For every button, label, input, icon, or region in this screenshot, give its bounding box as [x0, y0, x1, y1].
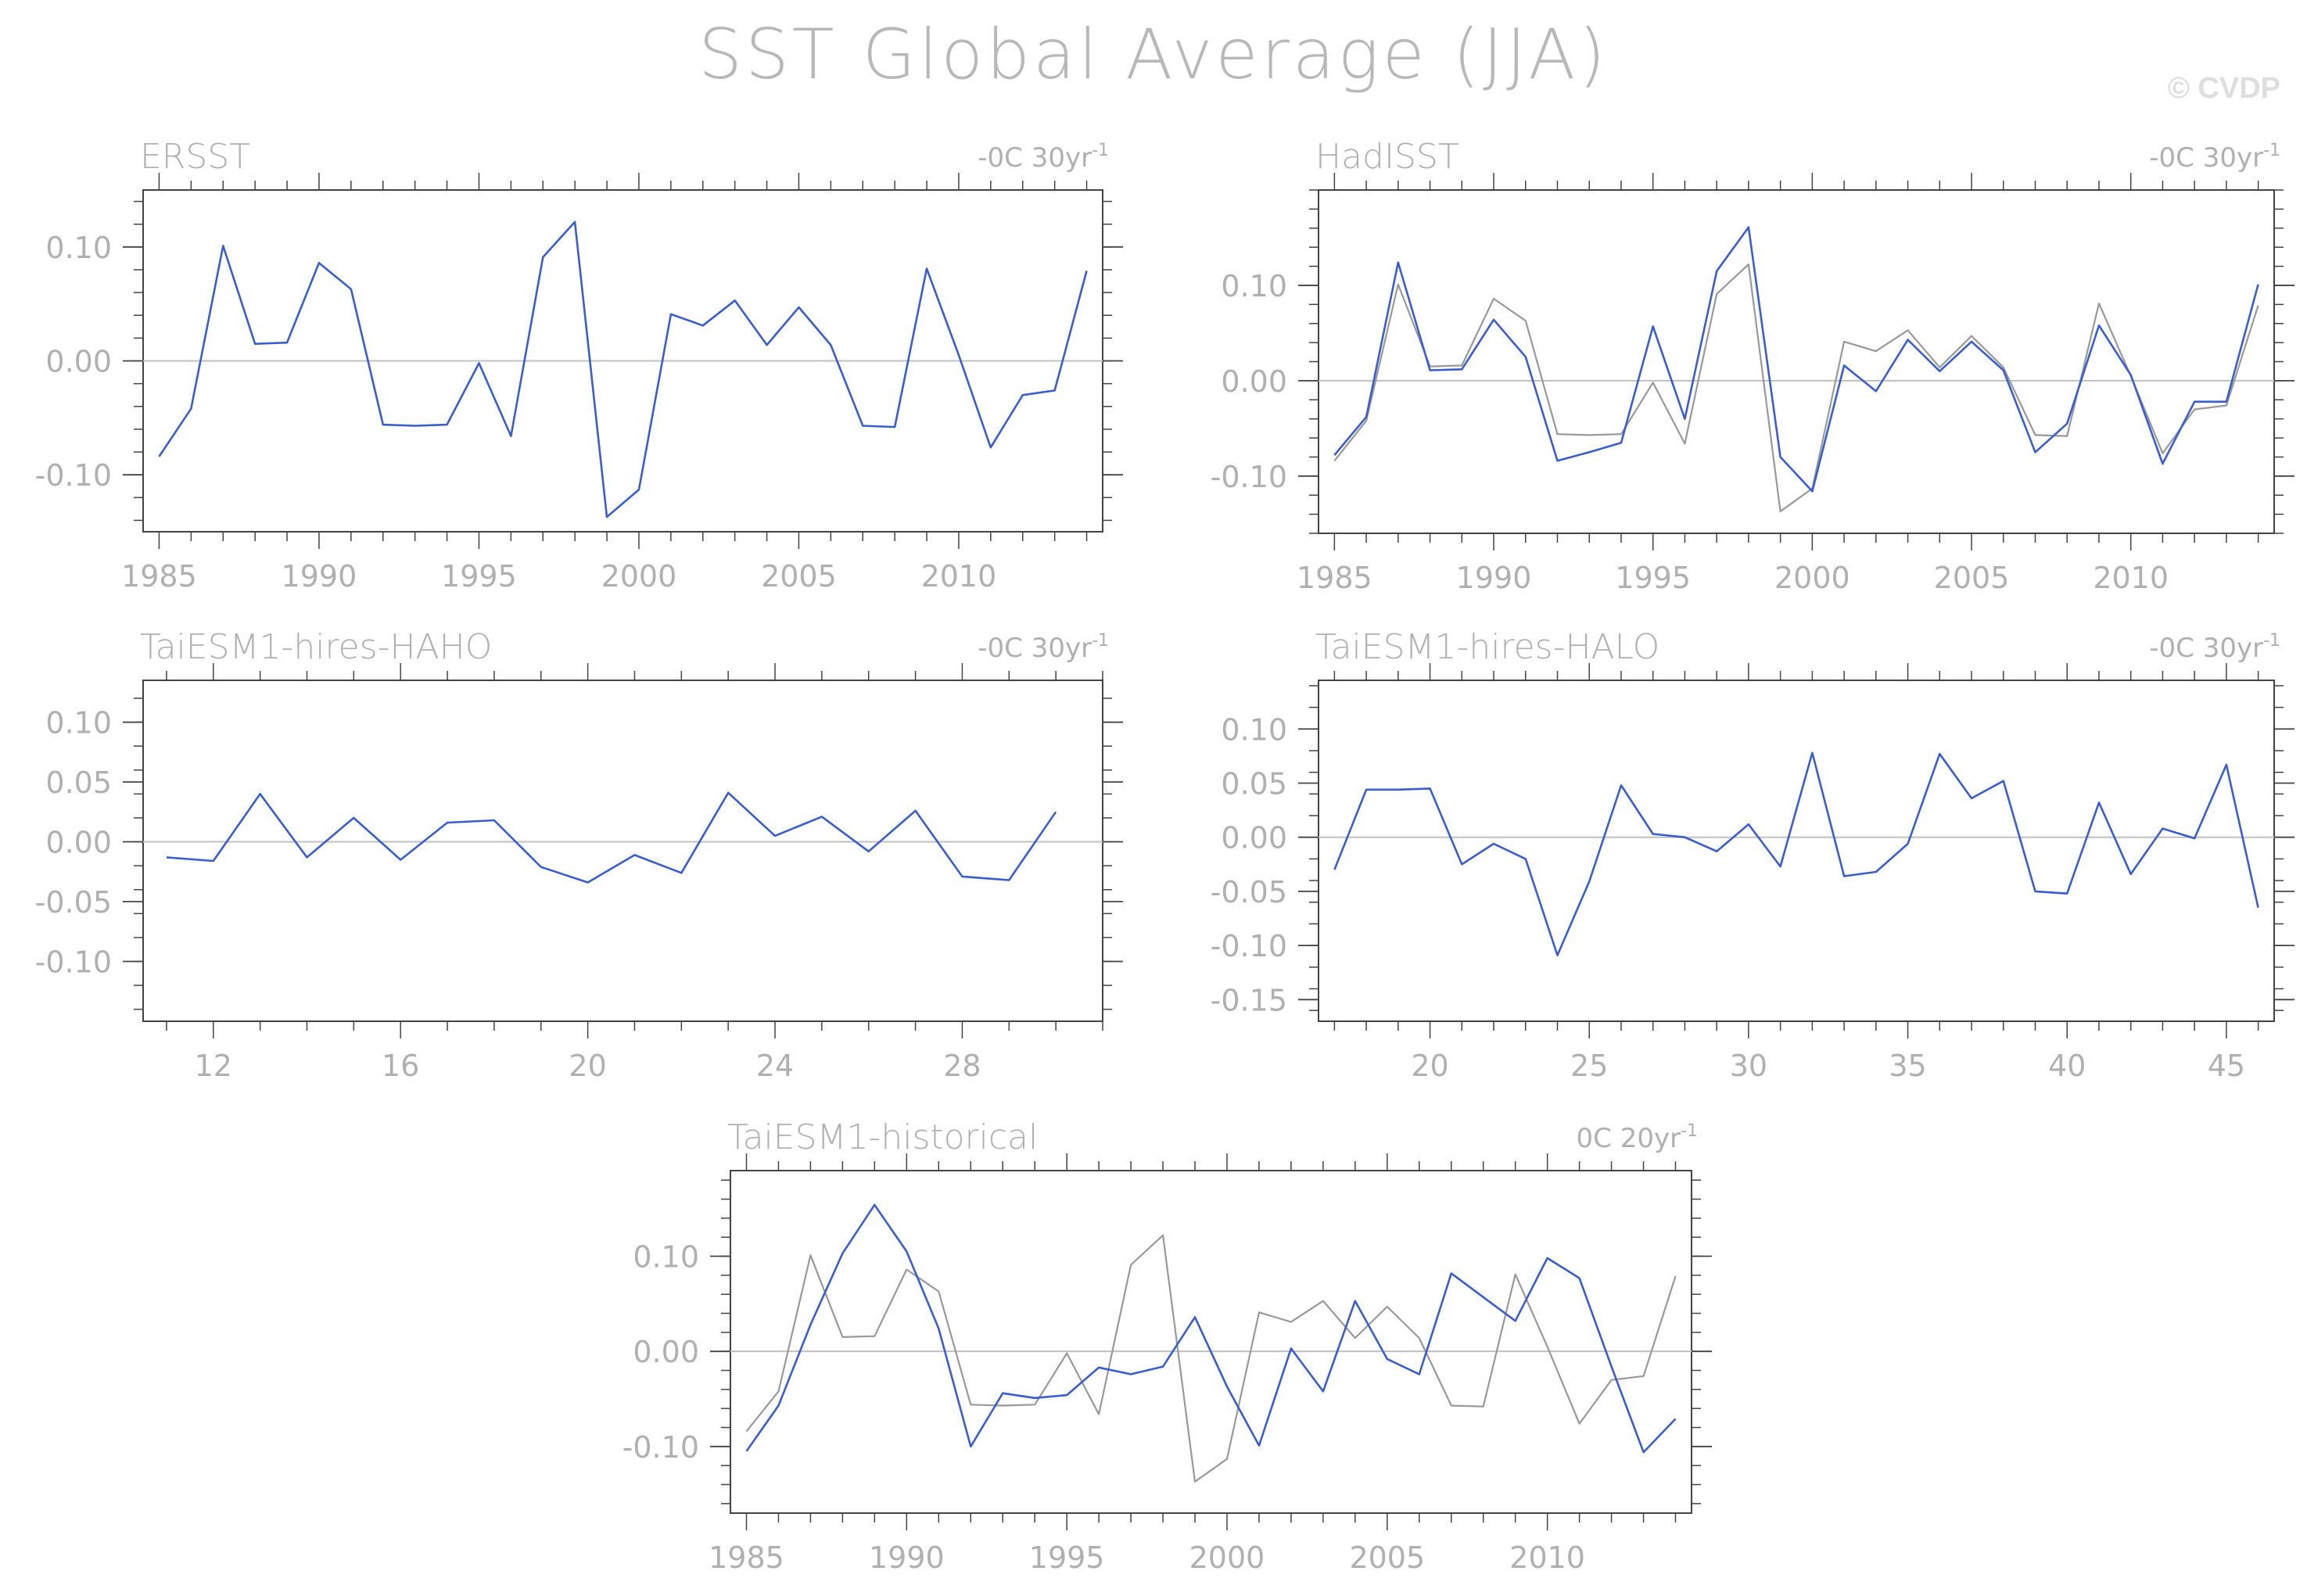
y-tick-label: -0.10: [35, 458, 112, 493]
x-tick-label: 30: [1730, 1049, 1767, 1083]
y-tick-label: 0.00: [633, 1335, 699, 1369]
x-tick-label: 2005: [761, 559, 837, 594]
observed-series-line: [1333, 264, 2259, 513]
x-tick-label: 35: [1889, 1049, 1926, 1083]
y-tick-label: 0.00: [45, 826, 112, 860]
x-tick-label: 2005: [1934, 561, 2010, 595]
panel-title: TaiESM1-hires-HALO: [1315, 627, 1659, 667]
x-tick-label: 1985: [121, 559, 197, 594]
x-tick-label: 1985: [1297, 561, 1372, 595]
x-tick-label: 1985: [709, 1540, 784, 1575]
model-series-line: [166, 791, 1057, 884]
y-tick-label: -0.05: [1211, 875, 1287, 909]
x-tick-label: 2000: [1774, 561, 1850, 595]
trend-label: -0C 30yr-1: [978, 141, 1109, 174]
x-tick-label: 1990: [1456, 561, 1532, 595]
y-tick-label: 0.10: [45, 706, 112, 741]
x-tick-label: 1990: [282, 559, 357, 594]
x-tick-label: 2005: [1349, 1540, 1425, 1575]
x-tick-label: 2000: [601, 559, 677, 594]
y-tick-label: 0.05: [1221, 766, 1287, 801]
trend-label: 0C 20yr-1: [1577, 1121, 1698, 1154]
x-tick-label: 2000: [1189, 1540, 1265, 1575]
y-tick-label: 0.05: [45, 766, 112, 800]
x-tick-label: 2010: [1509, 1540, 1585, 1575]
y-tick-label: -0.10: [1211, 460, 1287, 494]
x-tick-label: 16: [382, 1049, 419, 1083]
trend-label: -0C 30yr-1: [978, 631, 1109, 664]
x-tick-label: 2010: [921, 559, 997, 594]
model-series-line: [1333, 226, 2259, 493]
observed-series-line: [745, 1234, 1677, 1483]
x-tick-label: 45: [2208, 1049, 2245, 1083]
y-tick-label: -0.05: [35, 885, 112, 920]
x-tick-label: 12: [195, 1049, 232, 1083]
panel-title: TaiESM1-hires-HAHO: [140, 627, 492, 667]
panel-title: HadISST: [1315, 137, 1459, 177]
cvdp-credit: © CVDP: [2167, 72, 2280, 105]
y-tick-label: -0.10: [35, 945, 112, 980]
chart-main-title: SST Global Average (JJA): [698, 14, 1609, 95]
chart-panel-2: HadISST -0C 30yr-1 1985 1990 1995 2000 2005 201…: [1211, 137, 2294, 595]
y-tick-label: -0.15: [1211, 983, 1287, 1017]
chart-panel-4: TaiESM1-hires-HALO -0C 30yr-1 20 25 30 35 40 45…: [1211, 627, 2294, 1083]
x-tick-label: 1995: [1615, 561, 1691, 595]
y-tick-label: 0.10: [1221, 712, 1287, 747]
y-tick-label: 0.10: [633, 1240, 699, 1275]
x-tick-label: 1990: [869, 1540, 945, 1575]
model-series-line: [1333, 751, 2259, 956]
model-series-line: [158, 221, 1088, 518]
x-tick-label: 1995: [1029, 1540, 1105, 1575]
y-tick-label: 0.10: [45, 231, 112, 265]
panel-title: ERSST: [140, 137, 250, 177]
plot-frame: [1318, 680, 2275, 1022]
y-tick-label: 0.00: [1221, 821, 1287, 855]
x-tick-label: 24: [756, 1049, 794, 1083]
x-tick-label: 28: [943, 1049, 981, 1083]
y-tick-label: 0.00: [45, 345, 112, 379]
y-tick-label: -0.10: [622, 1430, 699, 1465]
chart-panel-1: ERSST -0C 30yr-1 1985 1990 1995 2000 2005 2010 -…: [35, 137, 1123, 594]
x-tick-label: 25: [1570, 1049, 1608, 1083]
plot-frame: [730, 1170, 1692, 1514]
trend-label: -0C 30yr-1: [2149, 141, 2280, 174]
chart-panel-5: TaiESM1-historical 0C 20yr-1 1985 1990 1995 2…: [622, 1117, 1712, 1575]
trend-label: -0C 30yr-1: [2149, 631, 2280, 664]
x-tick-label: 20: [569, 1049, 606, 1083]
plot-frame: [142, 680, 1103, 1022]
x-tick-label: 20: [1411, 1049, 1448, 1083]
y-tick-label: -0.10: [1211, 929, 1287, 963]
x-tick-label: 40: [2048, 1049, 2086, 1083]
y-tick-label: 0.10: [1221, 269, 1287, 303]
y-tick-label: 0.00: [1221, 364, 1287, 399]
plot-frame: [1318, 189, 2275, 534]
x-tick-label: 1995: [441, 559, 517, 594]
x-tick-label: 2010: [2093, 561, 2169, 595]
panel-title: TaiESM1-historical: [727, 1117, 1038, 1157]
chart-panel-3: TaiESM1-hires-HAHO -0C 30yr-1 12 16 20 24 28 -0…: [35, 627, 1123, 1083]
model-series-line: [745, 1203, 1677, 1454]
